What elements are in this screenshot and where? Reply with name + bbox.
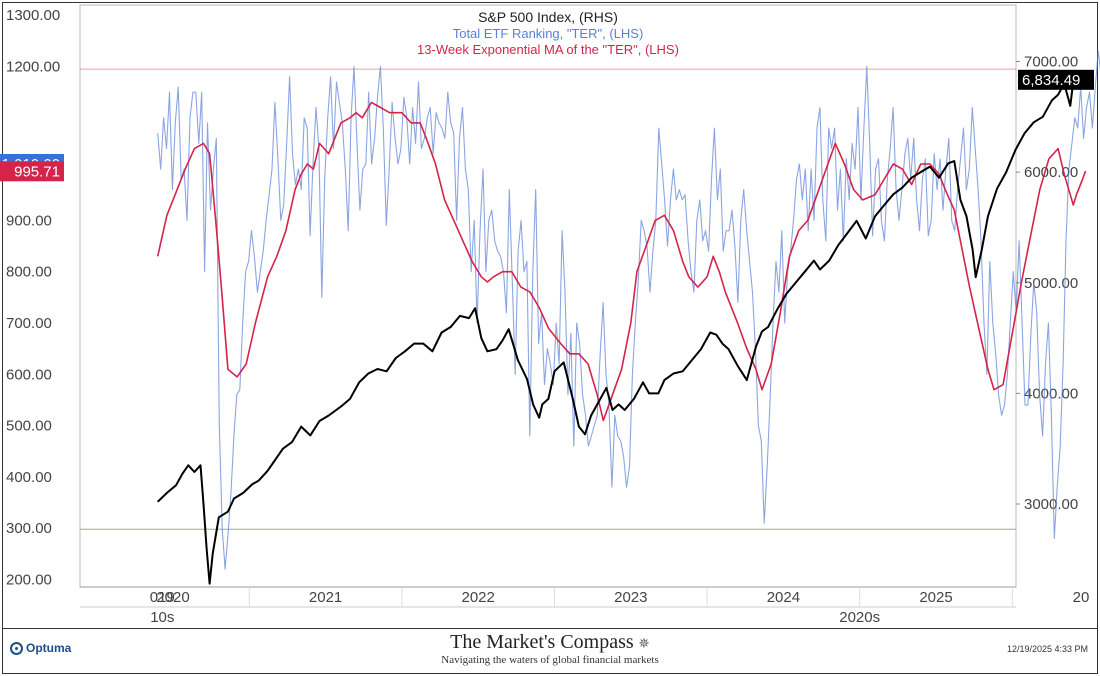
left-tick-label: 900.00 xyxy=(6,212,52,229)
x-tick-label: 2021 xyxy=(309,589,342,606)
x-decade-label: 10s xyxy=(150,609,174,626)
footer: Optuma The Market's Compass ✵ Navigating… xyxy=(2,628,1098,674)
left-tick-label: 600.00 xyxy=(6,366,52,383)
left-tick-label: 1200.00 xyxy=(6,59,60,76)
brand-tagline: Navigating the waters of global financia… xyxy=(441,654,659,666)
x-tick-label: 20 xyxy=(1073,589,1090,606)
left-tick-label: 300.00 xyxy=(6,520,52,537)
right-tick-label: 6000.00 xyxy=(1024,164,1078,181)
right-tick-label: 3000.00 xyxy=(1024,496,1078,513)
x-tick-label: 2020 xyxy=(156,589,189,606)
compass-rose-icon: ✵ xyxy=(638,635,650,651)
left-tick-label: 400.00 xyxy=(6,469,52,486)
right-tick-label: 5000.00 xyxy=(1024,275,1078,292)
left-tick-label: 200.00 xyxy=(6,572,52,589)
chart: 1300.00 1200.00 900.00 800.00 700.00 600.00 50… xyxy=(0,4,1100,626)
value-badge-2 xyxy=(1018,69,1094,90)
left-tick-label: 800.00 xyxy=(6,264,52,281)
chart-title-line: S&P 500 Index, (RHS) xyxy=(478,9,618,25)
chart-title-line: 13-Week Exponential MA of the "TER", (LH… xyxy=(417,42,679,57)
x-tick-label: 2022 xyxy=(462,589,495,606)
series-line-0 xyxy=(157,50,1100,570)
chart-title-line: Total ETF Ranking, "TER", (LHS) xyxy=(453,26,644,41)
right-tick-label: 7000.00 xyxy=(1024,54,1078,71)
x-tick-label: 2023 xyxy=(614,589,647,606)
brand-block: The Market's Compass ✵ Navigating the wa… xyxy=(2,631,1098,666)
left-tick-label: 1300.00 xyxy=(6,7,60,24)
optuma-icon xyxy=(10,641,23,655)
x-tick-label: 2024 xyxy=(767,589,800,606)
brand-title: The Market's Compass xyxy=(450,631,634,653)
x-tick-label: 2025 xyxy=(919,589,952,606)
series-line-1 xyxy=(156,101,1087,422)
left-tick-label: 500.00 xyxy=(6,418,52,435)
plot-area xyxy=(79,4,1017,588)
left-tick-label: 700.00 xyxy=(6,315,52,332)
value-badge-label: 995.71 xyxy=(14,163,60,180)
x-decade-label: 2020s xyxy=(839,609,880,626)
value-badge-1 xyxy=(0,161,64,182)
optuma-logo[interactable]: Optuma xyxy=(10,641,71,655)
series-line-2 xyxy=(157,76,1086,585)
optuma-logo-text: Optuma xyxy=(26,641,72,655)
x-tick-label: 019 xyxy=(150,589,175,606)
value-badge-label: 6,834.49 xyxy=(1022,72,1080,89)
timestamp: 12/19/2025 4:33 PM xyxy=(1006,644,1088,654)
